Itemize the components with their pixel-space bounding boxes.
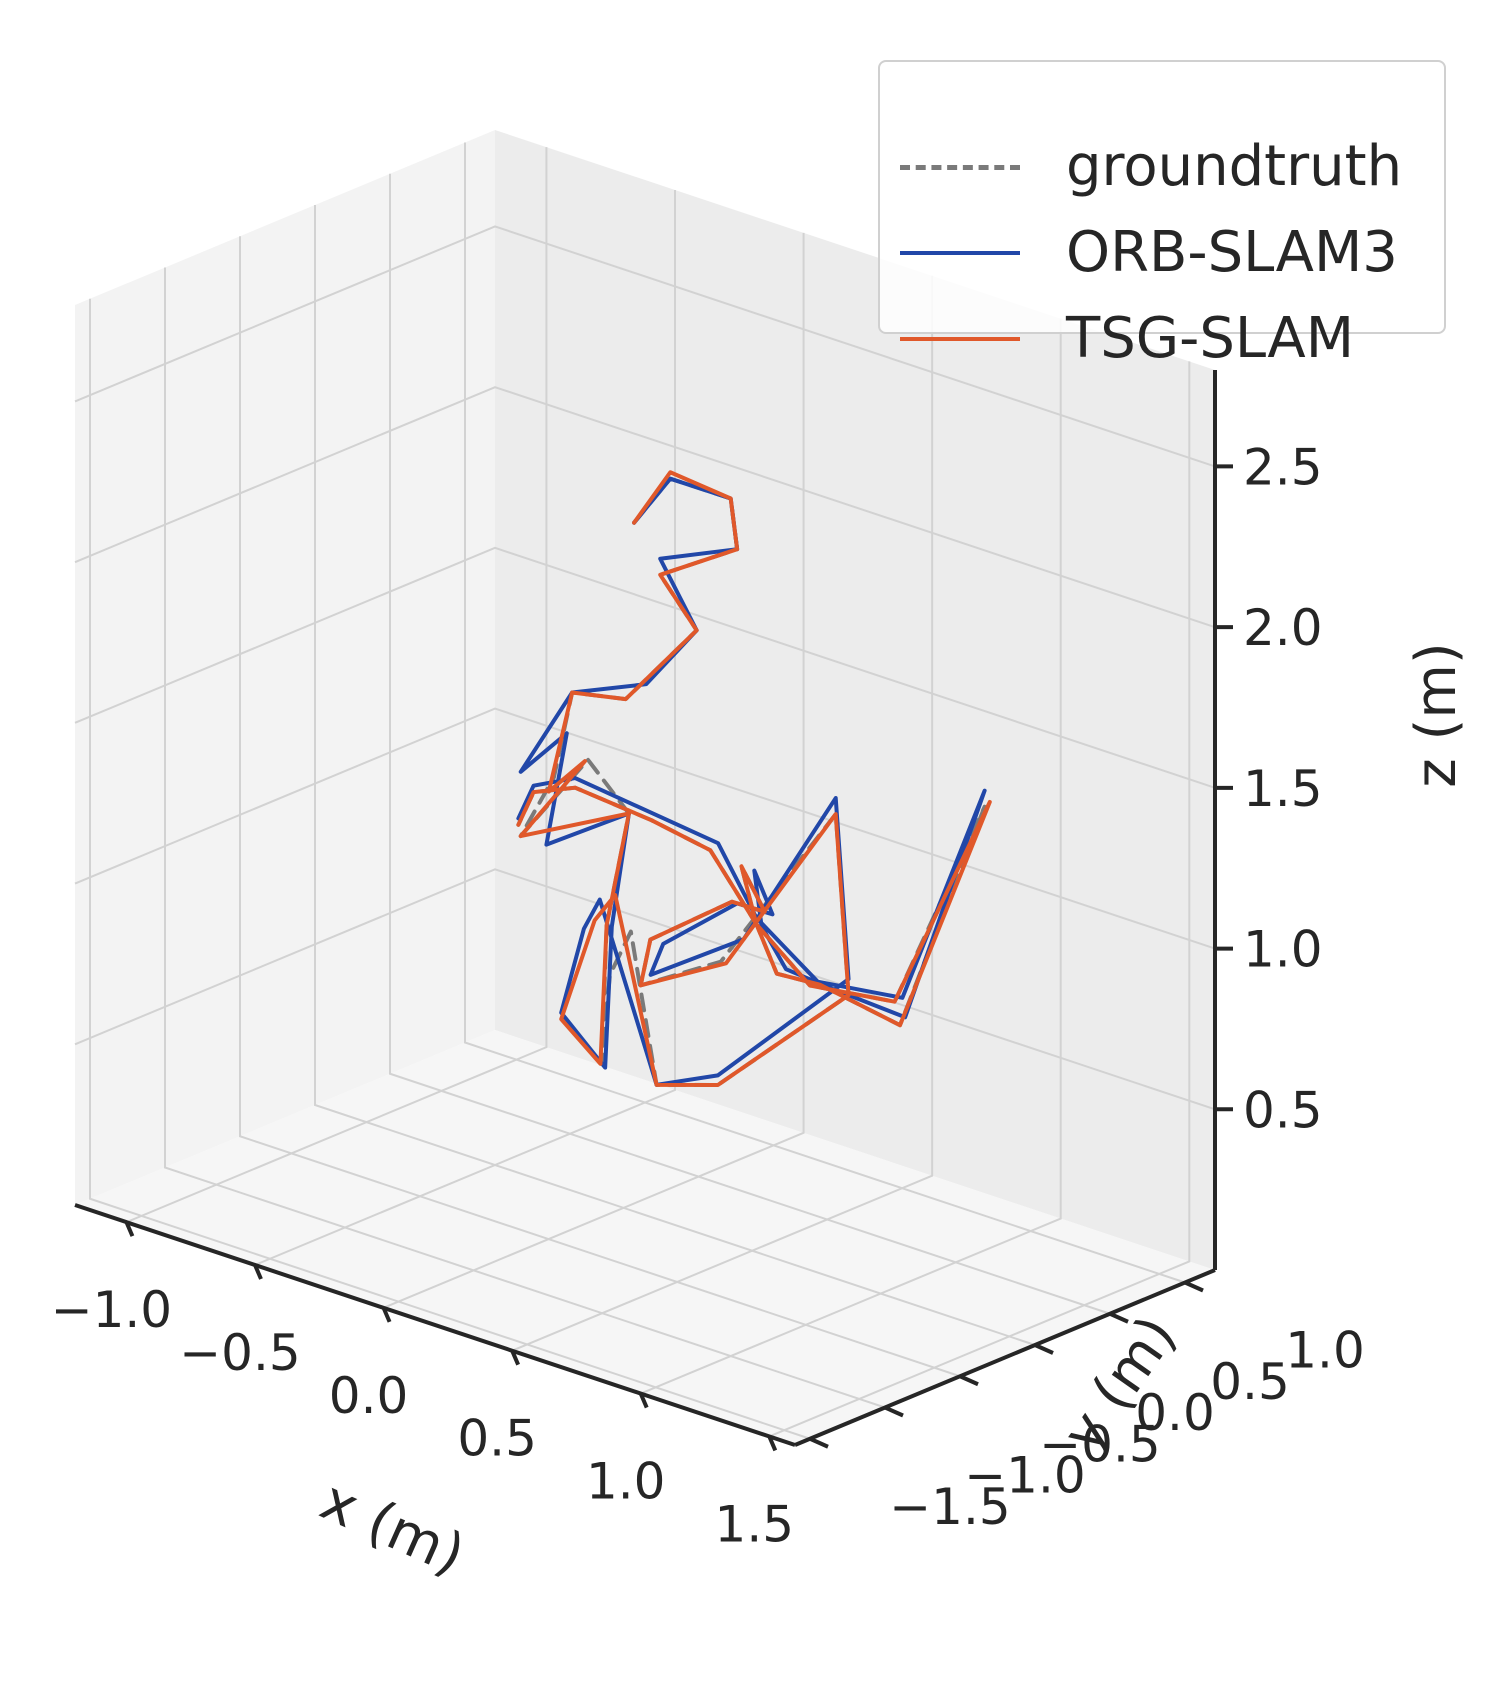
legend-label-orb-slam3: ORB-SLAM3 <box>1066 220 1398 285</box>
grid-line-y <box>239 236 961 1378</box>
legend-entry-groundtruth: groundtruth <box>880 137 1444 197</box>
x-tick <box>381 1307 392 1323</box>
y-tick <box>1184 1280 1204 1293</box>
grid-line-z <box>74 225 1216 468</box>
grid-line-x <box>126 147 548 1224</box>
grid-line-x <box>254 190 676 1266</box>
y-tick <box>809 1436 829 1449</box>
y-tick-label: −0.5 <box>1039 1415 1160 1473</box>
x-tick <box>510 1349 520 1366</box>
legend-entry-orb-slam3: ORB-SLAM3 <box>880 223 1444 283</box>
z-tick-label: 1.5 <box>1243 760 1323 818</box>
grid-line-y <box>464 142 1186 1284</box>
y-tick-label: 0.5 <box>1210 1353 1290 1411</box>
grid-line-y <box>89 298 811 1440</box>
y-tick-label: 1.0 <box>1285 1322 1365 1380</box>
legend-label-tsg-slam: TSG-SLAM <box>1066 306 1355 371</box>
legend: groundtruth ORB-SLAM3 TSG-SLAM <box>878 60 1446 369</box>
grid-line-z <box>74 868 1216 1111</box>
z-axis-label: z (m) <box>1404 642 1469 787</box>
legend-label-groundtruth: groundtruth <box>1066 134 1403 199</box>
grid-line-x <box>511 275 934 1352</box>
grid-line-y <box>164 267 886 1409</box>
grid-line-z <box>74 386 1216 629</box>
x-axis-line <box>74 1203 796 1447</box>
y-tick-label: −1.5 <box>889 1478 1010 1536</box>
grid-line-z <box>74 546 1216 789</box>
y-tick <box>884 1405 904 1418</box>
grid-line-y <box>314 205 1036 1346</box>
pane-left <box>75 130 495 1205</box>
x-tick <box>253 1264 263 1280</box>
y-tick-label: 0.0 <box>1135 1384 1215 1442</box>
legend-swatch-tsg-slam <box>900 337 1020 341</box>
pane-floor <box>75 1030 1215 1445</box>
y-axis-line <box>794 1268 1216 1447</box>
y-tick-label: −1.0 <box>964 1447 1085 1505</box>
x-tick <box>638 1392 649 1409</box>
axis-lines <box>74 370 1233 1452</box>
legend-entry-tsg-slam: TSG-SLAM <box>880 309 1444 369</box>
grid-line-x <box>640 318 1062 1395</box>
z-tick-label: 1.0 <box>1243 921 1323 979</box>
x-tick-label: −0.5 <box>179 1324 300 1382</box>
x-tick-label: 0.5 <box>457 1410 537 1468</box>
x-tick-label: −1.0 <box>51 1281 172 1339</box>
series-line-tsg-slam <box>516 470 992 1087</box>
grid-line-x <box>768 361 1191 1438</box>
x-tick <box>124 1221 135 1237</box>
z-tick-label: 0.5 <box>1243 1081 1323 1139</box>
legend-swatch-groundtruth <box>900 165 1020 170</box>
series-group <box>516 470 992 1087</box>
x-tick-label: 1.5 <box>715 1495 795 1553</box>
y-tick <box>959 1374 979 1387</box>
y-tick <box>1034 1343 1054 1355</box>
x-tick <box>767 1435 778 1452</box>
x-tick-label: 0.0 <box>329 1367 409 1425</box>
grid-line-z <box>74 707 1216 950</box>
x-axis-label: x (m) <box>311 1468 474 1588</box>
z-tick-label: 2.5 <box>1243 438 1323 496</box>
grid-line-x <box>383 232 805 1309</box>
legend-swatch-orb-slam3 <box>900 251 1020 255</box>
x-tick-label: 1.0 <box>586 1453 666 1511</box>
grid-lines <box>74 142 1216 1440</box>
tick-labels: −1.0−0.50.00.51.01.5 −1.5−1.0−0.50.00.51.… <box>51 438 1365 1553</box>
y-tick <box>1109 1311 1129 1324</box>
grid-line-y <box>389 173 1111 1315</box>
z-tick-label: 2.0 <box>1243 599 1323 657</box>
